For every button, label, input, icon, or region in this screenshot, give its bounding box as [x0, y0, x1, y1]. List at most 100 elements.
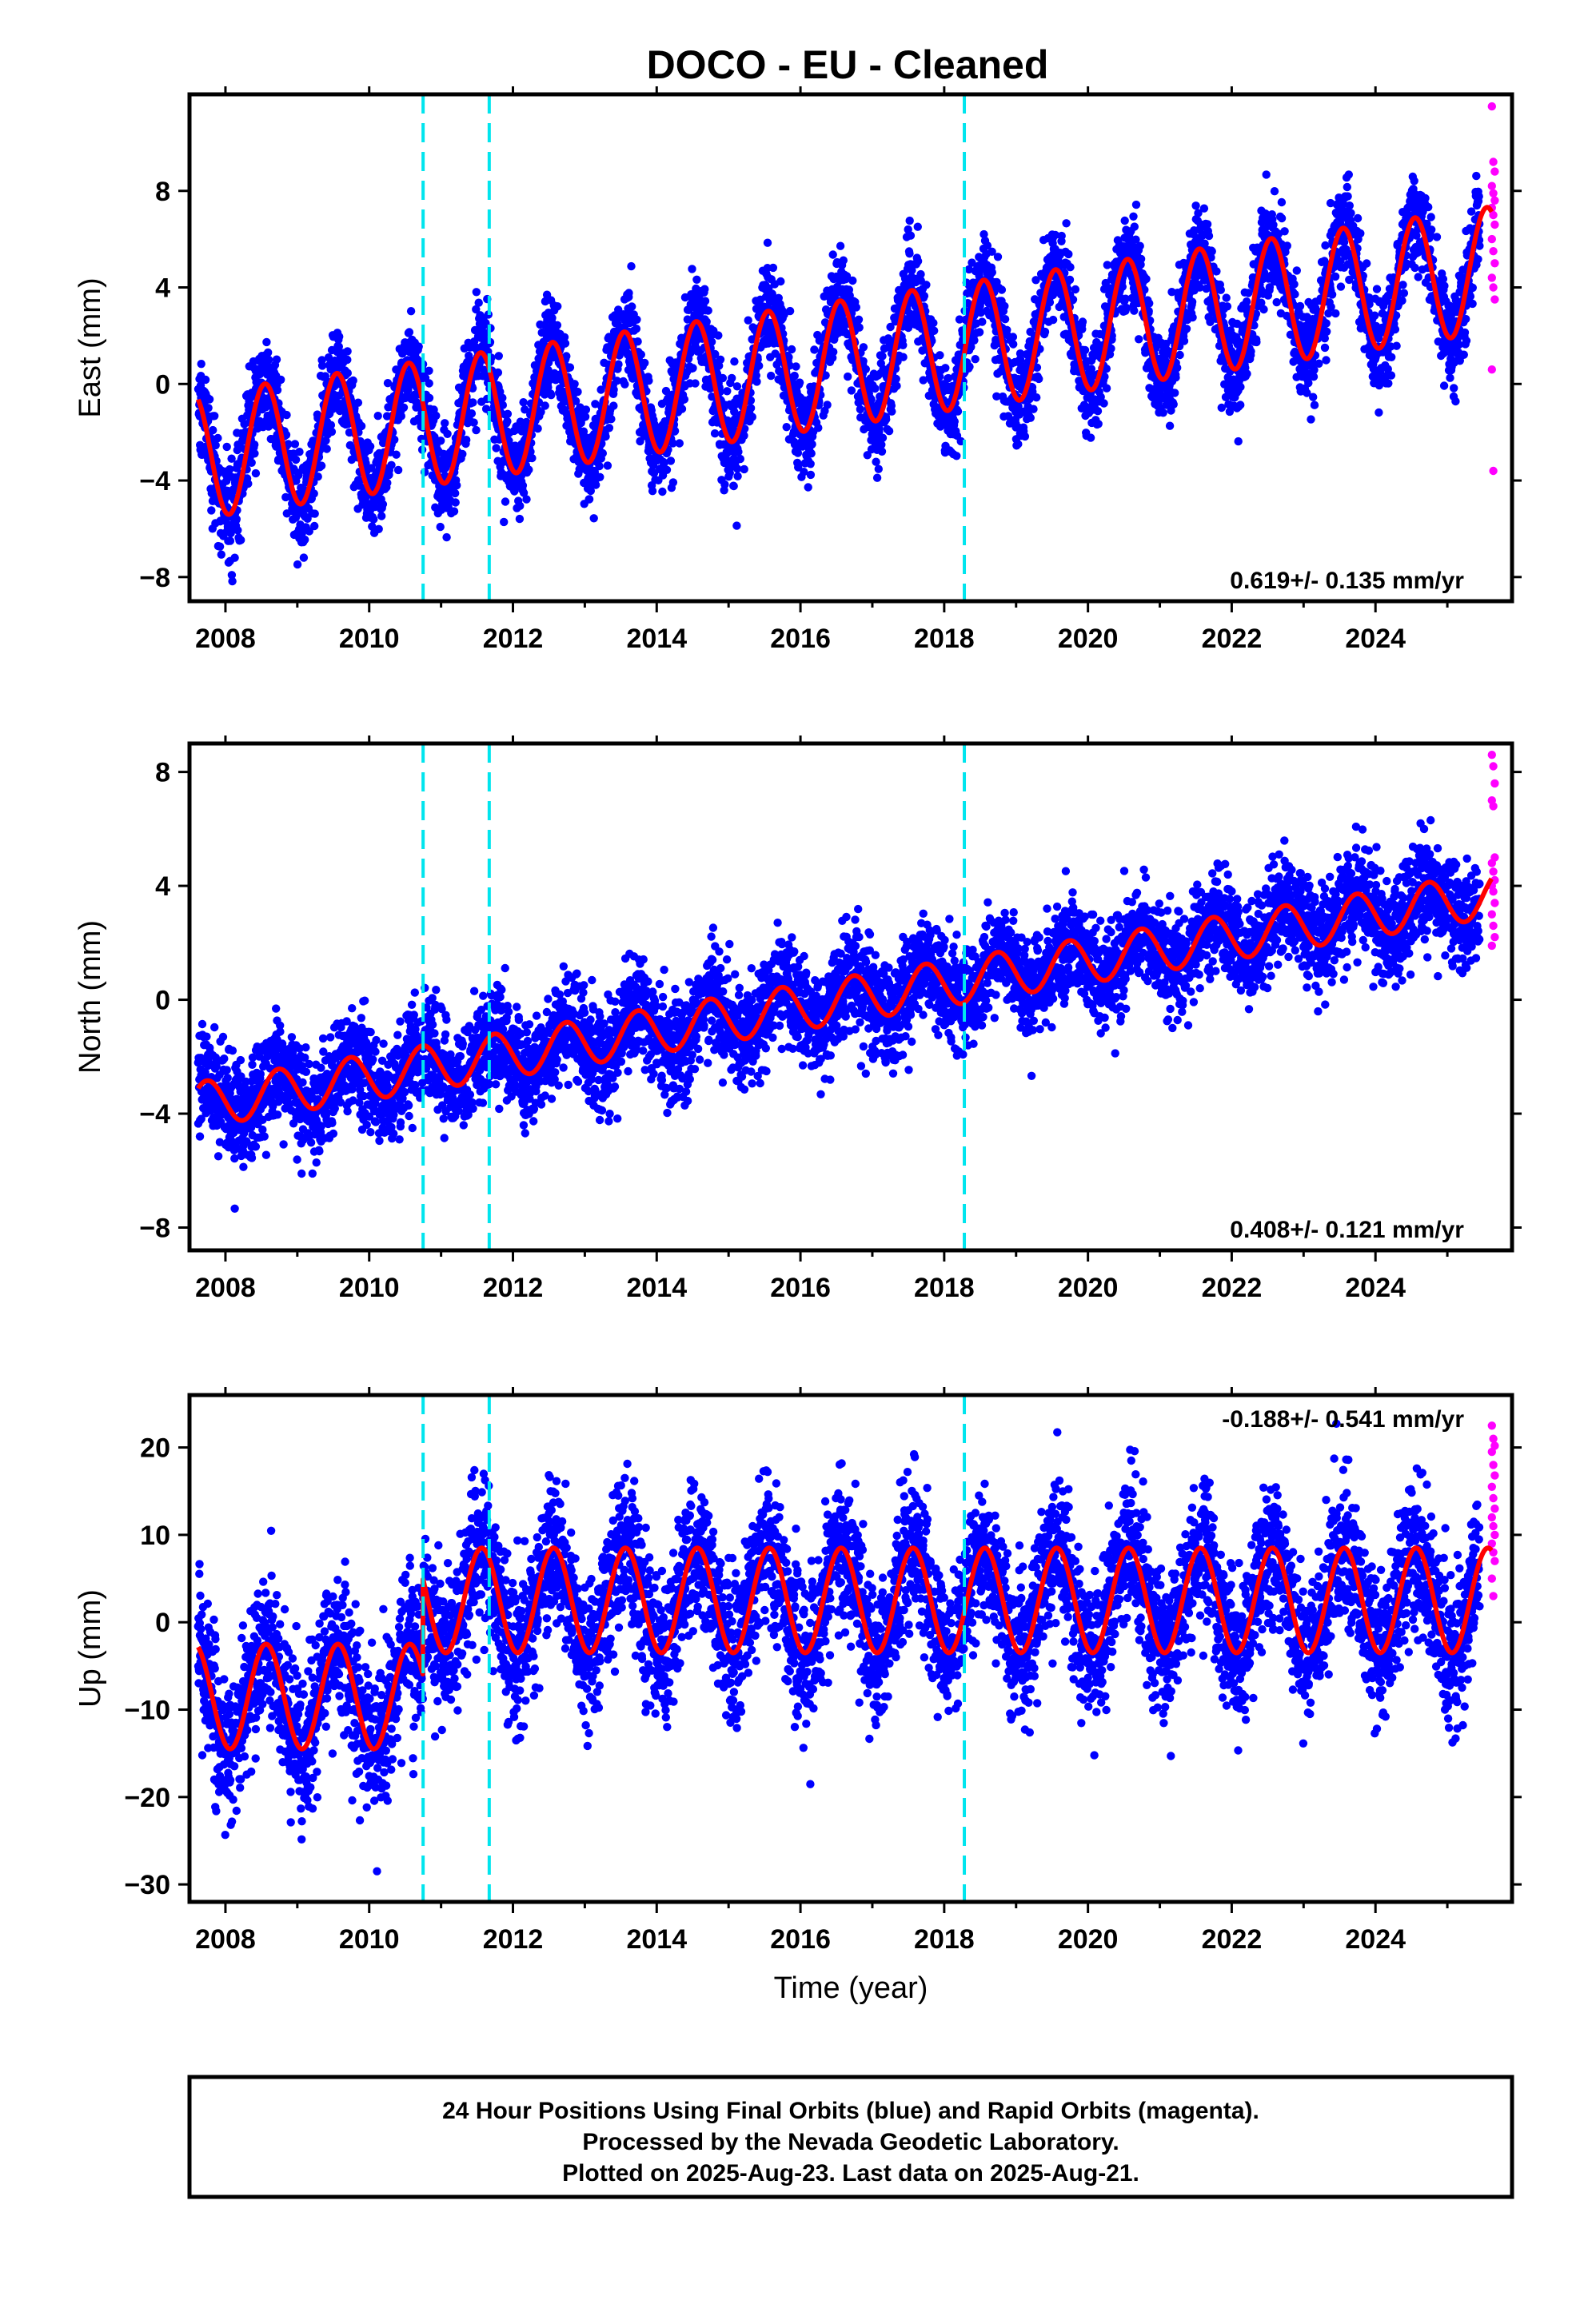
final-orbit-point [1222, 293, 1231, 302]
final-orbit-point [1120, 216, 1129, 225]
final-orbit-point [633, 337, 642, 346]
final-orbit-point [668, 478, 678, 487]
final-orbit-point [730, 357, 739, 366]
final-orbit-point [272, 355, 281, 364]
final-orbit-point [1071, 285, 1080, 294]
final-orbit-point [293, 560, 302, 569]
final-orbit-point [844, 372, 852, 381]
final-orbit-point [1130, 306, 1139, 315]
final-orbit-point [313, 472, 322, 481]
final-orbit-point [856, 405, 865, 414]
final-orbit-point [295, 448, 304, 456]
final-orbit-point [365, 442, 375, 451]
final-orbit-point [716, 355, 725, 364]
final-orbit-point [441, 419, 449, 428]
final-orbit-point [804, 483, 812, 492]
final-orbit-point [503, 417, 512, 426]
final-orbit-point [215, 542, 225, 551]
final-orbit-point [377, 512, 386, 520]
final-orbit-point [1277, 197, 1287, 207]
final-orbit-point [1066, 263, 1075, 272]
final-orbit-point [225, 536, 235, 545]
final-orbit-point [692, 275, 701, 284]
final-orbit-point [714, 331, 723, 340]
final-orbit-point [262, 337, 271, 347]
final-orbit-point [878, 433, 888, 442]
final-orbit-point [1187, 297, 1197, 306]
final-orbit-point [1304, 378, 1313, 388]
final-orbit-point [519, 398, 528, 407]
final-orbit-point [814, 424, 823, 433]
final-orbit-point [952, 452, 961, 460]
final-orbit-point [451, 488, 460, 498]
final-orbit-point [247, 458, 256, 467]
final-orbit-point [1045, 298, 1055, 307]
final-orbit-point [516, 501, 525, 510]
final-orbit-point [541, 401, 549, 410]
final-orbit-point [309, 489, 318, 498]
final-orbit-point [1142, 274, 1151, 284]
final-orbit-point [767, 371, 776, 381]
final-orbit-point [553, 321, 562, 329]
final-orbit-point [861, 365, 871, 373]
final-orbit-point [752, 377, 761, 386]
final-orbit-point [899, 341, 908, 349]
panels: 2008 2010 2012 2014 2016 2018 2020 2022 2024−8−4… [74, 86, 1522, 2005]
final-orbit-point [1040, 327, 1050, 337]
final-orbit-point [607, 415, 616, 424]
final-orbit-point [494, 352, 503, 361]
final-orbit-point [871, 384, 880, 393]
final-orbit-point [1135, 241, 1144, 250]
final-orbit-point [632, 325, 641, 333]
final-orbit-point [442, 532, 451, 542]
final-orbit-point [310, 509, 319, 518]
final-orbit-point [836, 241, 845, 250]
final-orbit-point [1252, 337, 1261, 347]
final-orbit-point [782, 423, 791, 432]
final-orbit-point [1129, 212, 1138, 221]
final-orbit-point [233, 526, 242, 535]
final-orbit-point [965, 362, 974, 371]
final-orbit-point [1102, 384, 1111, 393]
final-orbit-point [406, 307, 416, 316]
final-orbit-point [628, 302, 636, 311]
final-orbit-point [213, 433, 222, 443]
final-orbit-point [808, 440, 816, 448]
final-orbit-point [988, 268, 997, 277]
final-orbit-point [207, 506, 216, 515]
final-orbit-point [1204, 231, 1214, 241]
final-orbit-point [525, 465, 533, 474]
final-orbit-point [728, 373, 736, 383]
final-orbit-point [1234, 436, 1243, 446]
final-orbit-point [1062, 219, 1071, 228]
final-orbit-point [204, 404, 213, 413]
final-orbit-point [710, 429, 720, 438]
final-orbit-point [666, 456, 676, 465]
final-orbit-point [301, 535, 309, 544]
final-orbit-point [971, 355, 980, 364]
chart-title: DOCO - EU - Cleaned [647, 42, 1049, 87]
final-orbit-point [211, 440, 220, 450]
final-orbit-point [1188, 313, 1197, 322]
final-orbit-point [357, 421, 366, 431]
final-orbit-point [443, 429, 452, 438]
final-orbit-point [432, 411, 441, 421]
final-orbit-point [1165, 421, 1175, 430]
final-orbit-point [970, 336, 979, 345]
final-orbit-point [892, 381, 901, 390]
final-orbit-point [950, 417, 960, 426]
final-orbit-point [733, 472, 742, 480]
final-orbit-point [888, 407, 896, 416]
final-orbit-point [1057, 231, 1066, 241]
final-orbit-point [1130, 222, 1139, 231]
final-orbit-point [1243, 369, 1251, 378]
final-orbit-point [640, 358, 649, 368]
final-orbit-point [378, 500, 388, 508]
final-orbit-point [474, 298, 483, 307]
final-orbit-point [828, 250, 837, 259]
final-orbit-point [436, 522, 445, 532]
final-orbit-point [393, 465, 403, 475]
final-orbit-point [718, 373, 728, 383]
final-orbit-point [729, 481, 738, 491]
final-orbit-point [1242, 297, 1251, 306]
